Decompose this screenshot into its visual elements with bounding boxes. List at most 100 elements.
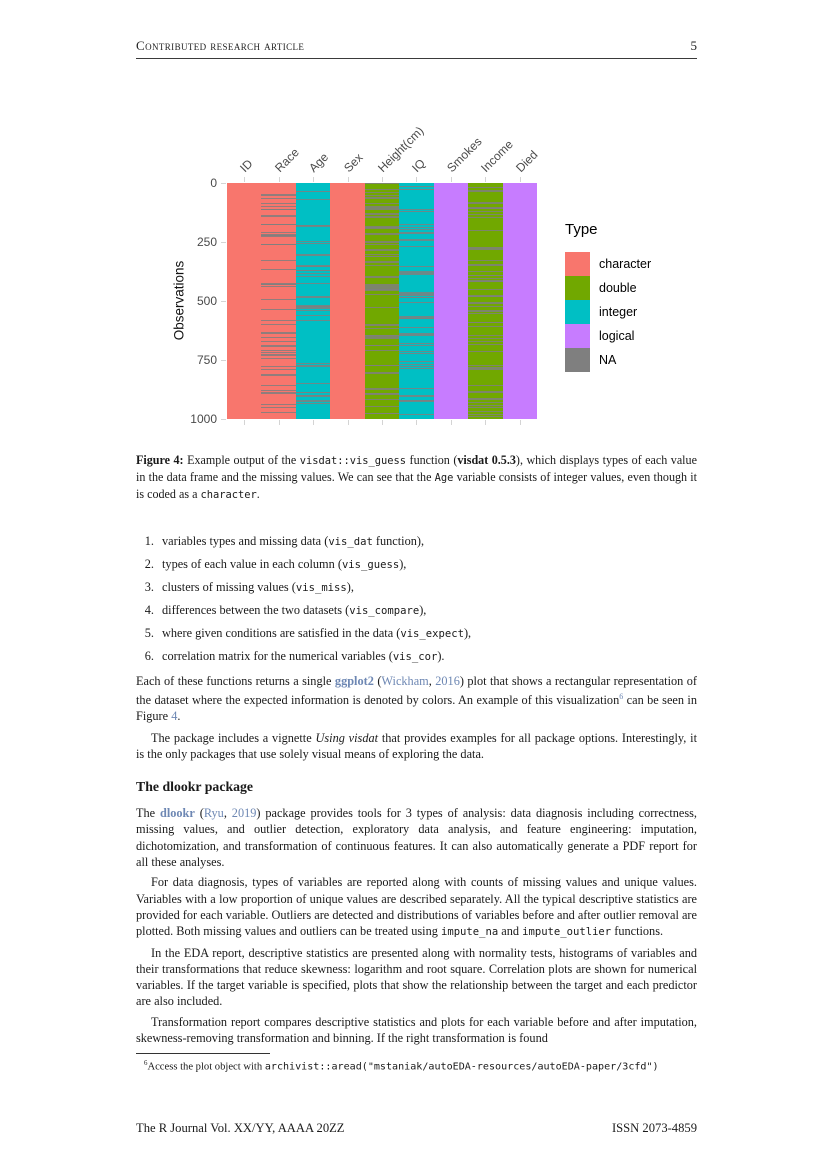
figure-4-chart: Observations ID Race Age Sex Height(cm) IQ Smo… [136,124,697,429]
na-cell-stripe [295,363,331,365]
x-axis-label-Age: Age [306,149,332,175]
text-span: , [223,806,232,821]
footer-journal: The R Journal Vol. XX/YY, AAAA 20ZZ [136,1121,345,1135]
package-link[interactable]: ggplot2 [334,673,374,688]
na-cell-stripe [468,309,503,311]
axis-tick [450,420,452,425]
na-cell-stripe [364,373,400,375]
na-cell-stripe [295,226,331,227]
chart-legend: Type character double integer logical NA [565,221,651,372]
link[interactable]: Wickham [381,673,429,688]
na-cell-stripe [364,307,400,309]
axis-tick [278,177,280,182]
paragraph: Each of these functions returns a single… [136,673,697,725]
na-cell-stripe [364,294,400,296]
footnote-ref-link[interactable]: 6 [619,691,624,701]
na-cell-stripe [261,352,296,354]
legend-label: double [599,281,637,295]
text-span: ), [419,602,427,617]
chart-column-Sex [330,183,365,419]
text-span: Example output of the [187,453,300,467]
axis-tick [485,177,487,182]
axis-tick [278,420,280,425]
na-cell-stripe [295,399,331,402]
bold-text: visdat 0.5.3 [457,453,516,467]
legend-label: integer [599,305,638,319]
list-item: 6. correlation matrix for the numerical v… [136,648,697,665]
na-cell-stripe [261,215,296,218]
na-cell-stripe [468,313,503,314]
text-span: Access the plot object with [147,1061,265,1073]
page-header: Contributed research article 5 [136,38,697,54]
na-cell-stripe [399,395,434,397]
figure-caption: Figure 4: Example output of the visdat::… [136,452,697,504]
na-cell-stripe [468,277,503,279]
link[interactable]: 2019 [231,806,257,821]
y-tick-label: 250 [196,235,217,249]
package-link[interactable]: dlookr [160,806,195,821]
na-cell-stripe [399,353,434,355]
na-cell-stripe [364,399,400,401]
chart-column-Smokes [433,183,469,419]
paragraph: In the EDA report, descriptive statistic… [136,945,697,1010]
list-item: 1. variables types and missing data (vis_… [136,533,697,550]
na-cell-stripe [468,407,503,409]
text-span: . [177,709,181,724]
paragraph: The package includes a vignette Using vi… [136,730,697,763]
na-cell-stripe [399,294,434,296]
text-span: The package includes a vignette [151,730,316,745]
na-cell-stripe [364,393,400,396]
axis-tick [221,183,226,184]
na-cell-stripe [364,216,400,219]
text-span: function ( [406,453,458,467]
text-span: types of each value in each column ( [162,556,342,571]
na-cell-stripe [468,399,503,401]
na-cell-stripe [399,232,434,234]
code-span: Age [434,472,454,485]
na-cell-stripe [364,203,400,205]
na-cell-stripe [261,350,296,352]
na-cell-stripe [364,248,400,251]
axis-tick [221,301,226,302]
na-cell-stripe [364,183,400,185]
na-cell-stripe [364,256,400,258]
na-cell-stripe [468,302,503,304]
italic-text: Using visdat [315,730,379,745]
na-cell-stripe [295,269,331,271]
link[interactable]: Ryu [203,806,224,821]
axis-tick [485,420,487,425]
na-cell-stripe [468,344,503,346]
na-cell-stripe [468,274,503,276]
code-span: vis_compare [349,604,420,617]
na-cell-stripe [364,290,400,292]
list-item: 5. where given conditions are satisfied i… [136,625,697,642]
link[interactable]: 4 [171,709,178,724]
list-item-text: variables types and missing data (vis_da… [162,533,424,550]
axis-tick [313,177,315,182]
link[interactable]: 2016 [435,673,460,688]
axis-tick [244,177,246,182]
na-cell-stripe [468,338,503,340]
na-cell-stripe [295,283,331,285]
na-cell-stripe [468,385,503,387]
na-cell-stripe [399,350,434,352]
na-cell-stripe [295,319,331,321]
na-cell-stripe [364,228,400,230]
na-cell-stripe [261,319,296,321]
na-cell-stripe [399,367,434,369]
legend-swatch-double [565,276,590,300]
footnote-text: 6Access the plot object with archivist::… [136,1057,697,1075]
axis-tick [382,420,383,425]
na-cell-stripe [468,367,503,370]
na-cell-stripe [261,354,296,357]
na-cell-stripe [468,411,503,412]
na-cell-stripe [399,345,434,347]
na-cell-stripe [468,247,503,250]
paragraph: For data diagnosis, types of variables a… [136,874,697,940]
axis-tick [519,420,521,425]
na-cell-stripe [399,388,434,389]
na-cell-stripe [364,412,400,414]
na-cell-stripe [261,308,296,310]
paragraph: The dlookr (Ryu, 2019) package provides … [136,805,697,870]
na-cell-stripe [364,337,400,338]
